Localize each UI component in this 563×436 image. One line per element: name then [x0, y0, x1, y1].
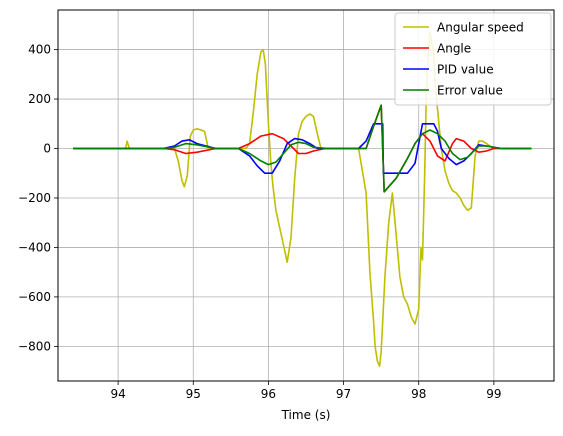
y-tick-label: −400 — [18, 240, 51, 254]
y-tick-label: 0 — [43, 142, 51, 156]
y-tick-label: 400 — [28, 43, 51, 57]
legend-label: Error value — [437, 84, 503, 98]
x-tick-label: 96 — [261, 387, 276, 401]
y-tick-label: 200 — [28, 92, 51, 106]
plot-lines — [73, 31, 532, 368]
x-axis-label: Time (s) — [281, 408, 331, 422]
y-tick-label: −200 — [18, 191, 51, 205]
x-tick-label: 94 — [110, 387, 125, 401]
axes-frame — [57, 9, 555, 382]
legend-box — [394, 12, 552, 106]
legend-label: Angle — [437, 42, 471, 56]
legend: Angular speed Angle PID value Error value — [394, 12, 552, 106]
x-tick-label: 99 — [486, 387, 501, 401]
legend-label: PID value — [437, 63, 494, 77]
x-tick-label: 98 — [411, 387, 426, 401]
y-tick-label: −600 — [18, 290, 51, 304]
x-tick-label: 95 — [186, 387, 201, 401]
series-line-error-value — [73, 104, 532, 193]
x-tick-label: 97 — [336, 387, 351, 401]
y-tick-label: −800 — [18, 339, 51, 353]
axis-ticks: 94 95 96 97 98 99 −800 −600 −400 −200 0 200 400 — [18, 43, 501, 401]
legend-label: Angular speed — [437, 21, 524, 35]
